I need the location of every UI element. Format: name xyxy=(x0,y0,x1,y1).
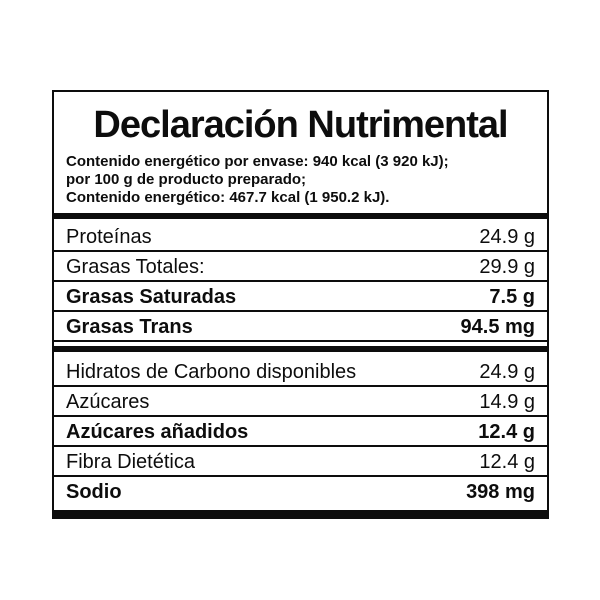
nutrient-row: Azúcares añadidos 12.4 g xyxy=(54,417,547,447)
energy-line-1: Contenido energético por envase: 940 kca… xyxy=(66,153,449,170)
header-divider-bar xyxy=(54,213,547,219)
energy-line-2: por 100 g de producto preparado; xyxy=(66,171,307,188)
nutrient-section-proteins-fats: Proteínas 24.9 g Grasas Totales: 29.9 g Gras… xyxy=(54,219,547,342)
section-gap xyxy=(54,342,547,346)
nutrient-name: Azúcares xyxy=(66,391,150,413)
nutrient-value: 12.4 g xyxy=(479,451,535,473)
nutrient-value: 24.9 g xyxy=(479,226,535,248)
nutrient-value: 14.9 g xyxy=(479,391,535,413)
nutrient-name: Grasas Trans xyxy=(66,316,193,338)
nutrient-value: 24.9 g xyxy=(479,361,535,383)
nutrient-row: Proteínas 24.9 g xyxy=(54,219,547,252)
bottom-bar xyxy=(54,510,547,517)
nutrient-value: 12.4 g xyxy=(478,421,535,443)
nutrient-name: Fibra Dietética xyxy=(66,451,195,473)
nutrient-section-carbs-sodium: Hidratos de Carbono disponibles 24.9 g Azú… xyxy=(54,352,547,510)
nutrient-value: 7.5 g xyxy=(489,286,535,308)
energy-content-text: Contenido energético por envase: 940 kca… xyxy=(66,153,535,207)
nutrient-name: Grasas Saturadas xyxy=(66,286,237,308)
nutrition-label: Declaración Nutrimental Contenido energé… xyxy=(52,90,549,519)
mid-divider-bar xyxy=(54,346,547,352)
nutrient-name: Hidratos de Carbono disponibles xyxy=(66,361,357,383)
nutrient-row: Fibra Dietética 12.4 g xyxy=(54,447,547,477)
energy-line-3: Contenido energético: 467.7 kcal (1 950.… xyxy=(66,189,390,206)
nutrient-row: Hidratos de Carbono disponibles 24.9 g xyxy=(54,352,547,387)
nutrient-name: Azúcares añadidos xyxy=(66,421,249,443)
nutrient-name: Proteínas xyxy=(66,226,152,248)
label-header: Declaración Nutrimental Contenido energé… xyxy=(54,92,547,213)
nutrient-row: Sodio 398 mg xyxy=(54,477,547,510)
label-title: Declaración Nutrimental xyxy=(93,104,508,146)
nutrient-row: Grasas Trans 94.5 mg xyxy=(54,312,547,342)
nutrient-value: 398 mg xyxy=(466,481,535,503)
nutrient-value: 94.5 mg xyxy=(460,316,535,338)
nutrient-row: Azúcares 14.9 g xyxy=(54,387,547,417)
nutrient-row: Grasas Saturadas 7.5 g xyxy=(54,282,547,312)
nutrient-name: Grasas Totales: xyxy=(66,256,205,278)
nutrient-name: Sodio xyxy=(66,481,122,503)
nutrient-value: 29.9 g xyxy=(479,256,535,278)
nutrient-row: Grasas Totales: 29.9 g xyxy=(54,252,547,282)
